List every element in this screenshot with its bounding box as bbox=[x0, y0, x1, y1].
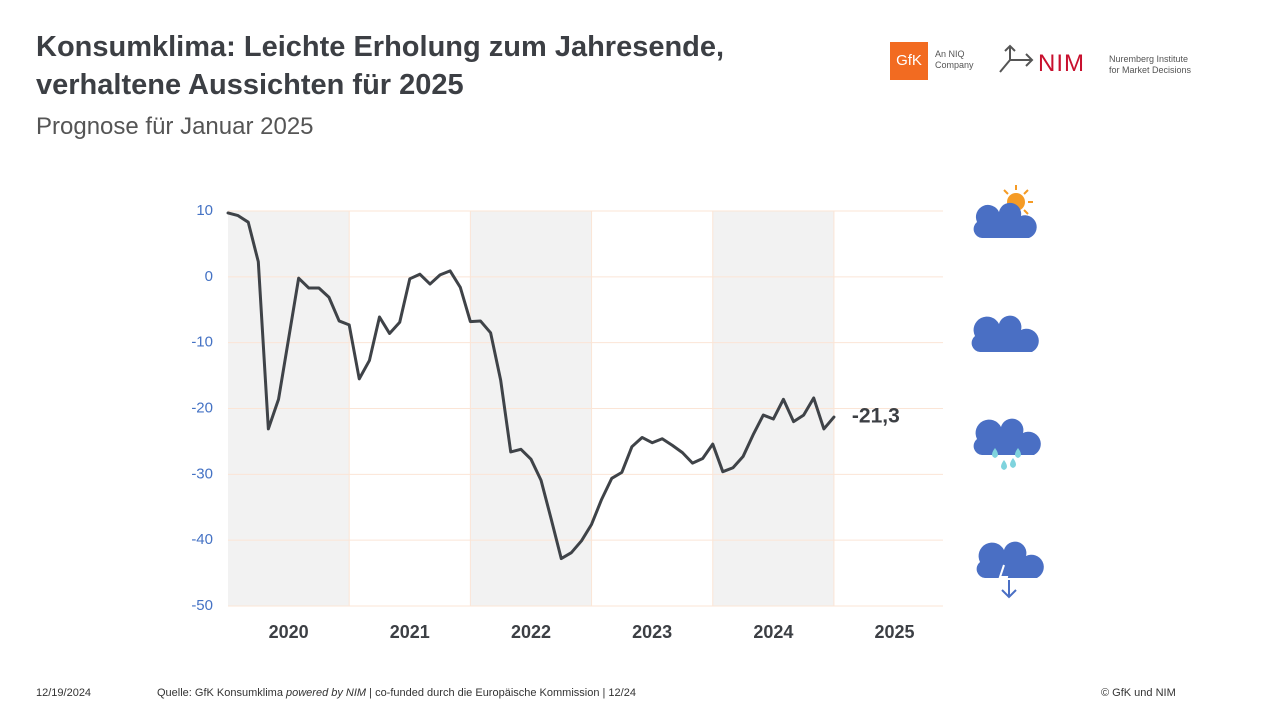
gfk-note: An NIQ Company bbox=[935, 49, 974, 71]
nim-logo: NIM bbox=[1038, 50, 1085, 77]
subtitle: Prognose für Januar 2025 bbox=[36, 113, 314, 140]
title-line: Konsumklima: Leichte Erholung zum Jahres… bbox=[36, 31, 725, 63]
x-tick-label: 2022 bbox=[511, 622, 551, 642]
y-tick-label: 10 bbox=[196, 202, 213, 219]
weather-icons bbox=[971, 185, 1044, 599]
footer-copyright: © GfK und NIM bbox=[1101, 687, 1176, 699]
y-tick-label: -50 bbox=[191, 597, 213, 614]
y-tick-label: 0 bbox=[205, 268, 213, 285]
storm-icon bbox=[976, 541, 1044, 599]
sun-cloud-icon bbox=[973, 185, 1037, 238]
y-tick-label: -30 bbox=[191, 465, 213, 482]
gfk-logo: GfK bbox=[890, 42, 928, 80]
nim-note: Nuremberg Institute for Market Decisions bbox=[1109, 54, 1191, 76]
rain-icon bbox=[973, 418, 1041, 470]
y-tick-label: -20 bbox=[191, 399, 213, 416]
data-line bbox=[226, 211, 836, 561]
source-text: powered by NIM bbox=[286, 687, 367, 699]
note-line: An NIQ bbox=[935, 49, 965, 59]
y-tick-label: -40 bbox=[191, 531, 213, 548]
source-text: | co-funded durch die Europäische Kommis… bbox=[366, 687, 636, 699]
end-label: -21,3 bbox=[852, 405, 900, 428]
title-line: verhaltene Aussichten für 2025 bbox=[36, 69, 464, 101]
x-tick-label: 2021 bbox=[390, 622, 430, 642]
footer-source: Quelle: GfK Konsumklima powered by NIM |… bbox=[157, 687, 636, 699]
cloud-icon bbox=[971, 315, 1039, 352]
x-tick-label: 2020 bbox=[269, 622, 309, 642]
chart: -50 -40 -30 -20 -10 0 10 2020 2021 2022 2023 2024 20… bbox=[191, 185, 1044, 642]
title: Konsumklima: Leichte Erholung zum Jahres… bbox=[36, 28, 724, 104]
source-text: Quelle: GfK Konsumklima bbox=[157, 687, 286, 699]
x-tick-label: 2023 bbox=[632, 622, 672, 642]
note-line: Nuremberg Institute bbox=[1109, 54, 1189, 64]
note-line: Company bbox=[935, 60, 974, 70]
footer-date: 12/19/2024 bbox=[36, 687, 92, 699]
nim-arrow bbox=[999, 44, 1034, 73]
y-tick-label: -10 bbox=[191, 334, 213, 351]
note-line: for Market Decisions bbox=[1109, 65, 1192, 75]
x-tick-label: 2024 bbox=[753, 622, 793, 642]
x-tick-label: 2025 bbox=[875, 622, 915, 642]
